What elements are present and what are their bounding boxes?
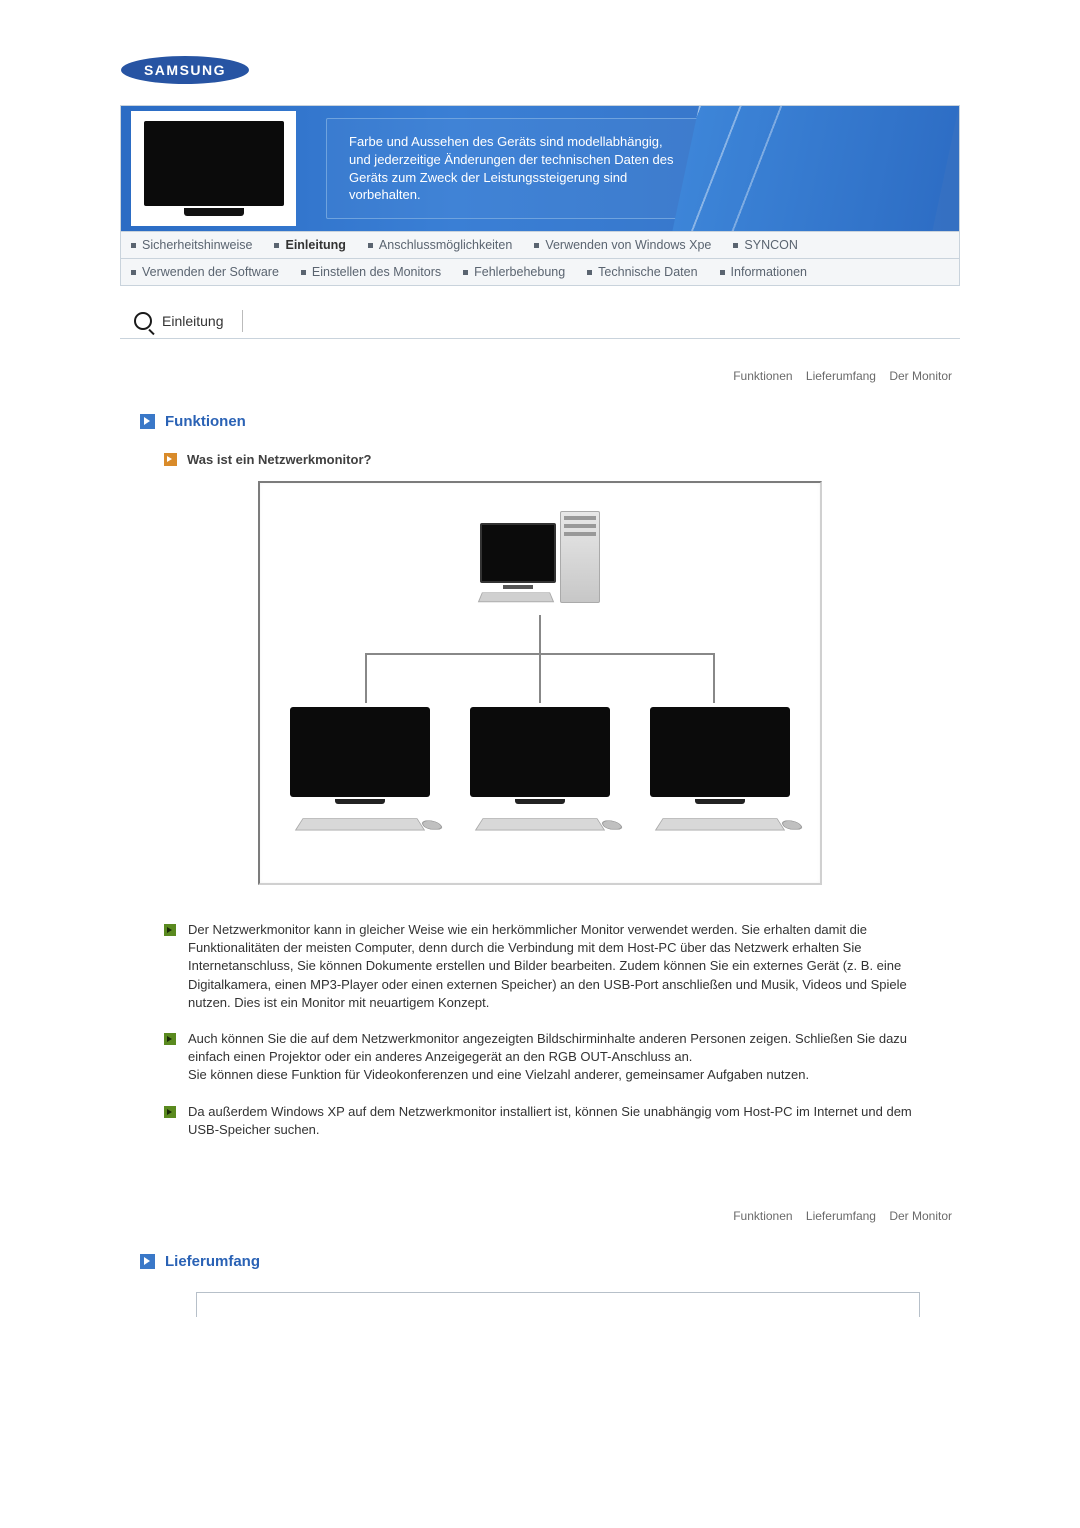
nav-sicherheitshinweise[interactable]: Sicherheitshinweise — [131, 238, 252, 252]
search-icon — [134, 312, 152, 330]
diagram-client-2 — [460, 707, 620, 832]
list-arrow-icon — [164, 1106, 176, 1118]
subnav-lieferumfang[interactable]: Lieferumfang — [806, 1209, 876, 1223]
section-arrow-icon — [140, 414, 155, 429]
nav-informationen[interactable]: Informationen — [720, 265, 807, 279]
banner-disclaimer: Farbe und Aussehen des Geräts sind model… — [326, 118, 702, 218]
breadcrumb-underline — [120, 338, 960, 339]
network-monitor-diagram — [258, 481, 822, 885]
list-item: Auch können Sie die auf dem Netzwerkmoni… — [164, 1030, 920, 1085]
list-item: Der Netzwerkmonitor kann in gleicher Wei… — [164, 921, 920, 1012]
section-subnav: Funktionen Lieferumfang Der Monitor — [120, 369, 952, 383]
nav-technische-daten[interactable]: Technische Daten — [587, 265, 697, 279]
nav-syncon[interactable]: SYNCON — [733, 238, 797, 252]
diagram-host-pc — [480, 511, 600, 603]
nav-software[interactable]: Verwenden der Software — [131, 265, 279, 279]
primary-nav-row-1: Sicherheitshinweise Einleitung Anschluss… — [120, 231, 960, 259]
list-item: Da außerdem Windows XP auf dem Netzwerkm… — [164, 1103, 920, 1139]
primary-nav-row-2: Verwenden der Software Einstellen des Mo… — [120, 259, 960, 286]
nav-anschlussmoeglichkeiten[interactable]: Anschlussmöglichkeiten — [368, 238, 512, 252]
subnav-funktionen[interactable]: Funktionen — [733, 369, 792, 383]
lieferumfang-box-top — [196, 1292, 920, 1317]
section-title-lieferumfang: Lieferumfang — [165, 1253, 260, 1270]
banner-monitor-image — [131, 111, 296, 226]
diagram-client-1 — [280, 707, 440, 832]
svg-text:SAMSUNG: SAMSUNG — [144, 62, 226, 78]
list-arrow-icon — [164, 1033, 176, 1045]
brand-logo: SAMSUNG — [120, 50, 960, 93]
subnav-der-monitor[interactable]: Der Monitor — [889, 369, 952, 383]
section-title-funktionen: Funktionen — [165, 413, 246, 430]
list-text: Auch können Sie die auf dem Netzwerkmoni… — [188, 1030, 920, 1085]
list-text: Der Netzwerkmonitor kann in gleicher Wei… — [188, 921, 920, 1012]
subnav-lieferumfang[interactable]: Lieferumfang — [806, 369, 876, 383]
diagram-client-3 — [640, 707, 800, 832]
subheading-netwerkmonitor: Was ist ein Netzwerkmonitor? — [187, 452, 371, 467]
section-subnav-2: Funktionen Lieferumfang Der Monitor — [120, 1209, 952, 1223]
nav-einstellen-monitor[interactable]: Einstellen des Monitors — [301, 265, 441, 279]
nav-fehlerbehebung[interactable]: Fehlerbehebung — [463, 265, 565, 279]
subnav-der-monitor[interactable]: Der Monitor — [889, 1209, 952, 1223]
breadcrumb-separator — [242, 310, 243, 332]
nav-einleitung[interactable]: Einleitung — [274, 238, 345, 252]
banner-decoration-stripes — [672, 106, 959, 231]
nav-windows-xpe[interactable]: Verwenden von Windows Xpe — [534, 238, 711, 252]
subheading-arrow-icon — [164, 453, 177, 466]
subnav-funktionen[interactable]: Funktionen — [733, 1209, 792, 1223]
list-text: Da außerdem Windows XP auf dem Netzwerkm… — [188, 1103, 920, 1139]
breadcrumb-current: Einleitung — [162, 313, 224, 329]
section-arrow-icon — [140, 1254, 155, 1269]
hero-banner: Farbe und Aussehen des Geräts sind model… — [120, 105, 960, 231]
feature-list: Der Netzwerkmonitor kann in gleicher Wei… — [164, 921, 920, 1139]
list-arrow-icon — [164, 924, 176, 936]
